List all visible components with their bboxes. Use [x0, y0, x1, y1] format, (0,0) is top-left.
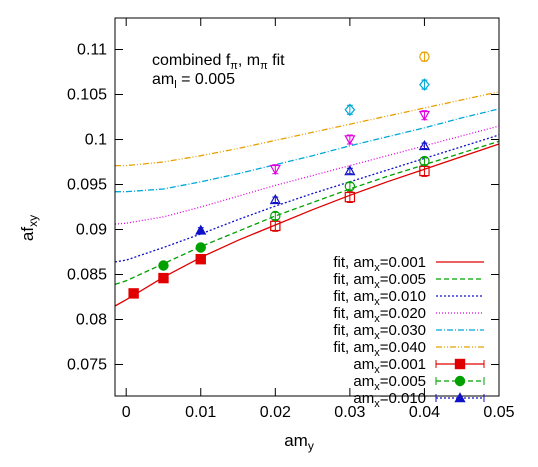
annotation-line-1: combined fπ, mπ fit — [152, 52, 285, 72]
legend-marker — [454, 375, 466, 387]
legend-entry-8: amx=0.005 — [353, 373, 485, 393]
data-point — [270, 220, 281, 232]
axis-ticks-layer: 0 0.01 0.02 0.03 0.04 0.05 0.075 0.08 0.085 0.09 0… — [67, 18, 515, 421]
series-5 — [270, 155, 430, 222]
legend-label: fit, amx=0.005 — [333, 271, 426, 291]
legend-marker — [454, 358, 466, 370]
data-point — [419, 165, 430, 177]
fit-curve-2 — [114, 140, 500, 286]
legend-entry-4: fit, amx=0.020 — [333, 305, 484, 325]
legend-entry-6: fit, amx=0.040 — [333, 339, 484, 359]
legend-entry-9: amx=0.010 — [353, 390, 485, 410]
y-tick-label: 0.075 — [67, 357, 107, 374]
data-point — [419, 78, 430, 91]
x-tick-label: 0.03 — [334, 404, 365, 421]
series-1 — [128, 254, 206, 299]
series-6 — [269, 139, 431, 205]
data-point — [269, 193, 281, 205]
legend-label: fit, amx=0.001 — [333, 254, 426, 274]
series-2 — [158, 242, 206, 271]
fit-curve-6 — [115, 91, 500, 167]
legend-entry-7: amx=0.001 — [353, 356, 485, 376]
data-point — [344, 103, 356, 117]
x-axis-label: amy — [284, 431, 314, 453]
data-point — [418, 110, 431, 122]
legend-label: fit, amx=0.020 — [333, 305, 426, 325]
legend-entry-1: fit, amx=0.001 — [333, 254, 484, 274]
x-tick-label: 0.04 — [409, 404, 440, 421]
data-point — [195, 242, 206, 253]
data-point — [419, 155, 430, 167]
legend-marker — [454, 392, 466, 403]
legend-entry-3: fit, amx=0.010 — [333, 288, 484, 308]
x-axis-label-subscript: y — [308, 439, 314, 453]
x-tick-label: 0 — [122, 404, 131, 421]
series-9 — [419, 51, 430, 62]
series-3 — [195, 224, 207, 235]
data-point — [158, 272, 169, 284]
y-tick-label: 0.08 — [76, 312, 107, 329]
data-point — [158, 260, 169, 271]
y-tick-label: 0.09 — [76, 222, 107, 239]
y-tick-label: 0.105 — [67, 87, 107, 104]
legend-label: amx=0.005 — [353, 373, 426, 393]
y-axis-label: afxy — [18, 215, 40, 241]
x-tick-label: 0.05 — [483, 404, 514, 421]
data-point — [269, 164, 281, 176]
series-8 — [344, 78, 430, 117]
data-point — [128, 288, 139, 299]
data-point — [195, 224, 207, 235]
x-tick-label: 0.02 — [260, 404, 291, 421]
fit-curve-1 — [114, 143, 500, 307]
data-point — [344, 191, 356, 203]
fit-curve-4 — [114, 125, 500, 225]
y-tick-label: 0.1 — [85, 132, 107, 149]
data-point — [270, 210, 281, 222]
y-axis-label-subscript: xy — [26, 215, 40, 227]
x-tick-label: 0.01 — [185, 404, 216, 421]
legend-label: amx=0.010 — [353, 390, 426, 410]
legend-entry-5: fit, amx=0.030 — [333, 322, 484, 342]
data-point — [344, 165, 356, 176]
fit-curves-layer — [114, 91, 500, 307]
fit-curve-3 — [114, 134, 500, 263]
data-point — [344, 181, 356, 192]
plot-frame — [114, 17, 500, 397]
y-tick-label: 0.095 — [67, 177, 107, 194]
fit-curve-5 — [115, 108, 500, 193]
data-point — [419, 51, 430, 62]
legend-label: fit, amx=0.040 — [333, 339, 426, 359]
y-tick-label: 0.11 — [77, 42, 107, 59]
data-point — [418, 139, 431, 151]
data-point — [344, 135, 356, 146]
legend-entry-2: fit, amx=0.005 — [333, 271, 484, 291]
annotation-line-2: aml = 0.005 — [152, 71, 235, 91]
legend-label: fit, amx=0.030 — [333, 322, 426, 342]
data-points-layer — [128, 51, 431, 299]
series-7 — [269, 110, 431, 176]
legend-label: amx=0.001 — [353, 356, 426, 376]
legend-label: fit, amx=0.010 — [333, 288, 426, 308]
y-tick-label: 0.085 — [67, 267, 107, 284]
data-point — [195, 254, 206, 265]
